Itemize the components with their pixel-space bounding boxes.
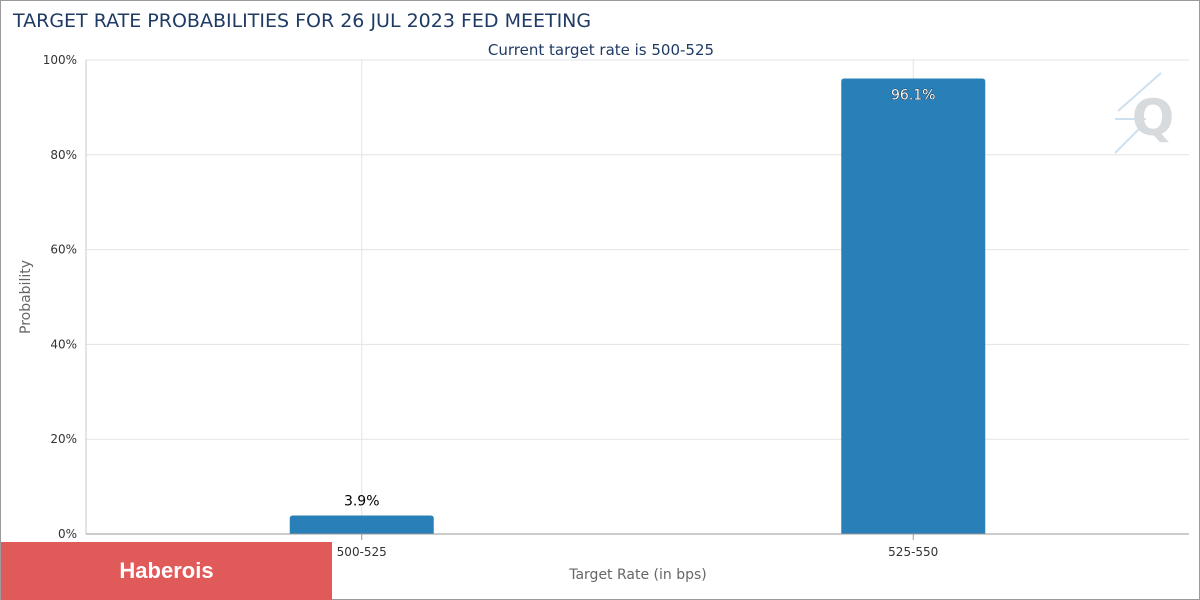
bars-layer: 3.9% 96.1% <box>289 78 986 535</box>
chart-title: TARGET RATE PROBABILITIES FOR 26 JUL 202… <box>12 10 591 32</box>
banner-label: Haberois <box>119 558 214 583</box>
axis-layer: 0% 20% 40% 60% 80% 100% 500-525 525-550 <box>43 53 1189 559</box>
y-tick-label: 60% <box>50 243 77 257</box>
y-tick-label: 100% <box>43 53 77 67</box>
watermark-glyph: Q <box>1132 89 1175 147</box>
y-tick-label: 80% <box>50 148 77 162</box>
y-axis-title: Probability <box>18 260 34 334</box>
grid-layer <box>86 59 1189 534</box>
chart-subtitle: Current target rate is 500-525 <box>488 41 714 59</box>
data-label: 3.9% <box>344 494 380 510</box>
x-tick-label: 525-550 <box>888 545 938 559</box>
y-tick-label: 0% <box>58 527 77 541</box>
y-tick-label: 20% <box>50 432 77 446</box>
data-label: 96.1% <box>891 87 935 103</box>
cme-fedwatch-logo-icon: Q <box>1114 72 1175 154</box>
bar <box>289 515 434 534</box>
source-banner: Haberois <box>1 542 332 600</box>
bar <box>841 78 986 535</box>
y-tick-label: 40% <box>50 337 77 351</box>
x-tick-label: 500-525 <box>337 545 387 559</box>
x-axis-title: Target Rate (in bps) <box>568 567 707 583</box>
